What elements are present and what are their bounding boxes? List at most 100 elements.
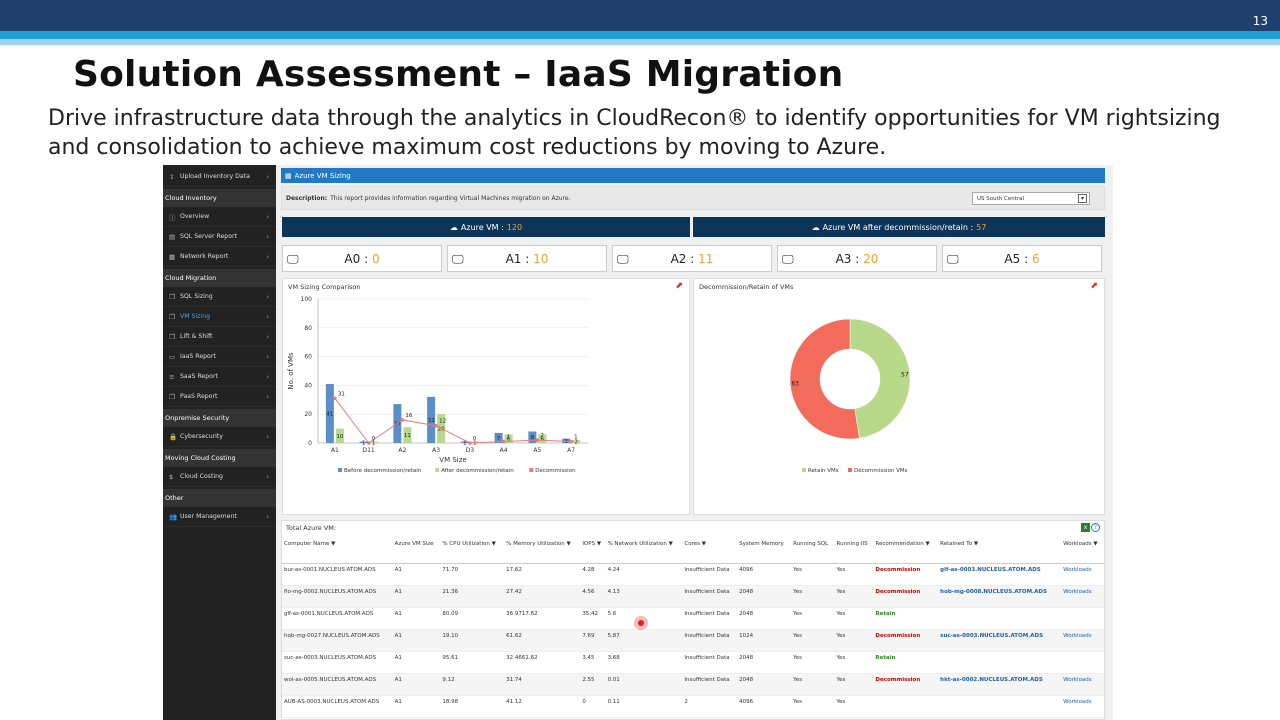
table-row[interactable]: AUB-AS-0003.NUCLEUS.ATOM.ADS A1 18.98 41.12… (282, 695, 1104, 718)
filter-icon[interactable]: ▼ (331, 541, 336, 547)
pdf-export-icon[interactable]: ⬈ (675, 281, 683, 291)
filter-icon[interactable]: ▼ (566, 541, 571, 547)
decommission-donut-chart: 57 63 Retain VMs Decommission VMs (789, 318, 911, 474)
sidebar-section-title[interactable]: Moving Cloud Costing (163, 449, 276, 467)
column-header[interactable]: Workloads ▼ (1061, 539, 1104, 564)
filter-icon[interactable]: ▼ (701, 541, 706, 547)
bar-after (335, 428, 344, 443)
table-cell[interactable]: glf-as-0003.NUCLEUS.ATOM.ADS (938, 563, 1062, 586)
filter-icon[interactable]: ▼ (973, 541, 979, 547)
bar-before-label: 1 (362, 440, 366, 446)
table-cell: Yes (791, 585, 835, 608)
region-select[interactable]: US South Central ▾ (972, 192, 1090, 205)
table-cell: 0 (580, 695, 606, 718)
table-cell[interactable]: hkt-as-0002.NUCLEUS.ATOM.ADS (938, 673, 1062, 696)
filter-icon[interactable]: ▼ (925, 541, 930, 547)
filter-icon[interactable]: ▼ (1093, 541, 1098, 547)
vm-size-count: 10 (533, 251, 549, 266)
help-icon[interactable]: ? (1091, 523, 1100, 532)
table-cell[interactable]: Workloads (1061, 673, 1104, 696)
filter-icon[interactable]: ▼ (668, 541, 673, 547)
report-tab-header[interactable]: ▦ Azure VM Sizing (281, 168, 1105, 183)
sidebar-item-cybersecurity[interactable]: 🔒 Cybersecurity › (163, 427, 276, 447)
excel-export-icon[interactable]: x (1081, 523, 1090, 532)
table-cell[interactable]: Workloads (1061, 585, 1104, 608)
sidebar-item-lift-shift[interactable]: ❐ Lift & Shift › (163, 327, 276, 347)
legend-swatch (848, 468, 852, 472)
sidebar-section-title[interactable]: Cloud Inventory (163, 189, 276, 207)
filter-icon[interactable]: ▼ (491, 541, 496, 547)
table-cell: Retain (873, 651, 939, 674)
column-header[interactable]: Cores ▼ (682, 539, 738, 564)
table-cell: 4.13 (605, 585, 683, 608)
sidebar-item-iaas-report[interactable]: ▭ IaaS Report › (163, 347, 276, 367)
vm-table-panel: Total Azure VM: x ? Computer Name ▼ Azure… (281, 520, 1105, 720)
table-cell: 18.98 (440, 695, 505, 718)
sidebar-item-saas-report[interactable]: ≡ SaaS Report › (163, 367, 276, 387)
table-cell: Yes (834, 585, 874, 608)
y-axis-title: No. of VMs (287, 352, 295, 390)
sidebar-section-title[interactable]: Other (163, 489, 276, 507)
column-header-label: Cores (684, 541, 701, 547)
table-row[interactable]: bur-as-0001.NUCLEUS.ATOM.ADS A1 71.70 17.62… (282, 563, 1104, 586)
column-header[interactable]: System Memory (737, 539, 792, 564)
table-cell: Insufficient Data (682, 585, 738, 608)
sidebar-item-cloud-costing[interactable]: $ Cloud Costing › (163, 467, 276, 487)
pdf-export-icon[interactable]: ⬈ (1090, 281, 1098, 291)
decommission-label: 0 (473, 436, 477, 442)
table-cell[interactable]: suc-as-0003.NUCLEUS.ATOM.ADS (938, 629, 1062, 652)
table-cell[interactable]: hob-mg-0008.NUCLEUS.ATOM.ADS (938, 585, 1062, 608)
sidebar-item-sql-server-report[interactable]: ▤ SQL Server Report › (163, 227, 276, 247)
table-cell: 2048 (737, 607, 792, 630)
column-header[interactable]: % Network Utilization ▼ (605, 539, 683, 564)
column-header[interactable]: % Memory Utilization ▼ (504, 539, 581, 564)
column-header[interactable]: Running SQL (791, 539, 835, 564)
legend-label: Before decommission/retain (344, 468, 422, 474)
sidebar-section-title[interactable]: Cloud Migration (163, 269, 276, 287)
table-cell (1061, 651, 1104, 674)
bar-after-label: 1 (372, 440, 376, 446)
table-cell: 0.11 (605, 695, 683, 718)
column-header[interactable]: Azure VM Size (392, 539, 441, 564)
table-cell[interactable]: Workloads (1061, 695, 1104, 718)
table-cell: 1024 (737, 629, 792, 652)
column-header[interactable]: Computer Name ▼ (282, 539, 393, 564)
banner-left-label: Azure VM : (460, 222, 504, 232)
table-cell: 3.68 (605, 651, 683, 674)
column-header[interactable]: Running IIS (834, 539, 874, 564)
table-cell[interactable]: Workloads (1061, 563, 1104, 586)
table-row[interactable]: flo-mg-0002.NUCLEUS.ATOM.ADS A1 21.36 27.42… (282, 585, 1104, 608)
chevron-right-icon: › (266, 212, 269, 221)
sidebar-item-sql-sizing[interactable]: ❐ SQL Sizing › (163, 287, 276, 307)
column-header[interactable]: IOPS ▼ (580, 539, 606, 564)
table-cell[interactable]: Workloads (1061, 629, 1104, 652)
column-header-label: Azure VM Size (394, 541, 434, 547)
copy-icon: ❐ (169, 332, 175, 341)
sidebar-item-vm-sizing[interactable]: ❐ VM Sizing › (163, 307, 276, 327)
sidebar-item-user-management[interactable]: 👥 User Management › (163, 507, 276, 527)
column-header[interactable]: Retained To ▼ (938, 539, 1062, 564)
table-row[interactable]: suc-as-0003.NUCLEUS.ATOM.ADS A1 95.61 32.46… (282, 651, 1104, 674)
sidebar-item-network-report[interactable]: ▦ Network Report › (163, 247, 276, 267)
table-row[interactable]: glf-as-0001.NUCLEUS.ATOM.ADS A1 80.09 36.97… (282, 607, 1104, 630)
table-cell: 5.87 (605, 629, 683, 652)
table-cell: A1 (392, 651, 441, 674)
table-row[interactable]: wol-as-0005.NUCLEUS.ATOM.ADS A1 9.12 31.74 2… (282, 673, 1104, 696)
x-tick-label: A7 (567, 447, 575, 454)
filter-icon[interactable]: ▼ (596, 541, 602, 547)
column-header[interactable]: % CPU Utilization ▼ (440, 539, 505, 564)
vm-size-label: A0 : (344, 251, 369, 266)
table-cell: 36.9717.62 (504, 607, 581, 630)
decommission-retain-panel: Decommission/Retain of VMs ⬈ 57 63 Retain … (693, 278, 1105, 515)
vm-size-card: 🖵 A1 : 10 (447, 245, 607, 272)
table-cell: 2048 (737, 673, 792, 696)
sidebar-item-upload[interactable]: ⇪ Upload Inventory Data › (163, 167, 276, 187)
azure-vm-after-banner: ☁ Azure VM after decommission/retain : 5… (693, 217, 1105, 237)
sidebar-item-paas-report[interactable]: ❐ PaaS Report › (163, 387, 276, 407)
sidebar-section-title[interactable]: Onpremise Security (163, 409, 276, 427)
sidebar-item-overview[interactable]: ⓘ Overview › (163, 207, 276, 227)
bar-before-label: 27 (394, 422, 401, 428)
table-row[interactable]: hob-mg-0027.NUCLEUS.ATOM.ADS A1 19.10 61.62… (282, 629, 1104, 652)
column-header[interactable]: Recommendation ▼ (873, 539, 939, 564)
table-title: Total Azure VM: (286, 524, 337, 532)
